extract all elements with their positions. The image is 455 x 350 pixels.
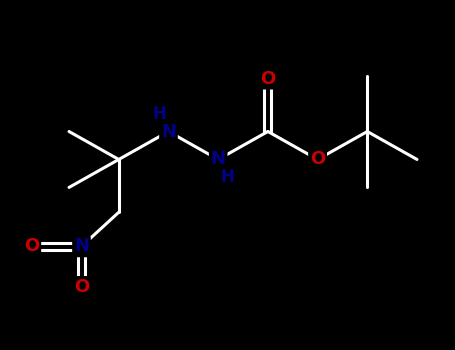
Text: H: H — [152, 105, 166, 123]
Text: N: N — [211, 150, 226, 168]
Text: O: O — [260, 70, 276, 88]
Text: N: N — [161, 122, 176, 140]
Text: N: N — [74, 237, 89, 256]
Text: O: O — [310, 150, 325, 168]
Text: O: O — [24, 237, 40, 256]
Text: H: H — [221, 168, 234, 186]
Text: O: O — [74, 278, 89, 296]
